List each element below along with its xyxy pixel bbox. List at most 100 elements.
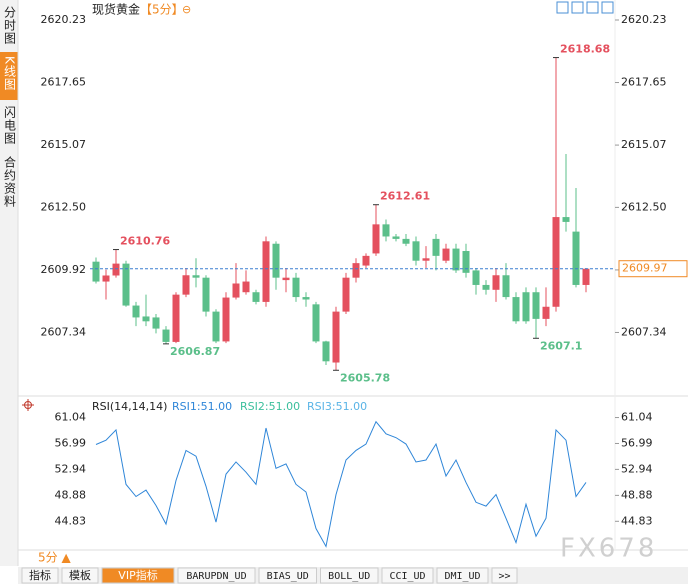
y-tick-label: 48.88: [55, 488, 87, 501]
candle-body: [192, 275, 200, 278]
tab[interactable]: [436, 567, 489, 584]
candle-body: [412, 241, 420, 261]
y-tick-label: 2620.23: [41, 13, 87, 26]
tab-label[interactable]: 指标: [29, 568, 51, 582]
candle-body: [292, 277, 300, 298]
last-price-box: [618, 260, 688, 278]
candle-body: [442, 248, 450, 261]
y-tick-label-right: 2615.07: [621, 138, 667, 151]
y-tick-label-right: 44.83: [621, 514, 653, 527]
tab-label[interactable]: DMI_UD: [444, 571, 480, 582]
rsi-icon[interactable]: [22, 399, 34, 411]
last-price-label: 2609.97: [622, 262, 668, 275]
tab-label[interactable]: 模板: [69, 568, 91, 582]
candle-body: [312, 304, 320, 342]
annotation-label: 2618.68: [560, 43, 610, 56]
y-tick-label-right: 2620.23: [621, 13, 667, 26]
annotation-label: 2612.61: [380, 190, 430, 203]
candle-body: [302, 297, 310, 300]
collapse-icon[interactable]: ⊖: [182, 3, 191, 16]
tool-button[interactable]: [571, 1, 584, 14]
candle-body: [522, 292, 530, 322]
candle-body: [222, 297, 230, 342]
candle-body: [92, 261, 100, 282]
candle-body: [102, 275, 110, 282]
y-tick-label: 2609.92: [41, 263, 87, 276]
candle-body: [532, 292, 540, 319]
candle-body: [562, 217, 570, 222]
candle-body: [462, 251, 470, 273]
candle-body: [552, 217, 560, 307]
annotation-label: 2610.76: [120, 235, 170, 248]
candle-body: [352, 263, 360, 278]
rsi-line: [95, 420, 587, 548]
sidebar: [0, 0, 18, 566]
toolbar: [556, 1, 614, 14]
watermark: FX678: [560, 534, 657, 564]
tab[interactable]: [491, 567, 518, 584]
candle-body: [432, 238, 440, 256]
y-tick-label-right: 56.99: [621, 436, 653, 449]
candle-body: [122, 263, 130, 306]
tab[interactable]: [177, 567, 256, 584]
legend-entry: RSI1:51.00: [172, 400, 232, 413]
candle-body: [272, 243, 280, 278]
candle-body: [212, 311, 220, 342]
y-tick-label-right: 48.88: [621, 488, 653, 501]
y-tick-label: 44.83: [55, 514, 87, 527]
y-tick-label-right: 2617.65: [621, 76, 667, 89]
indicator-title: RSI(14,14,14): [92, 400, 167, 413]
y-tick-label-right: 52.94: [621, 462, 653, 475]
annotation-label: 2606.87: [170, 345, 220, 358]
candle-body: [232, 283, 240, 298]
candle-body: [172, 294, 180, 342]
legend-entry: RSI2:51.00: [240, 400, 300, 413]
sidebar-tab[interactable]: 闪电图: [3, 106, 17, 145]
candle-body: [472, 270, 480, 285]
legend-entry: RSI3:51.00: [307, 400, 367, 413]
y-tick-label: 2607.34: [41, 325, 87, 338]
candle-body: [582, 268, 590, 285]
candle-body: [342, 277, 350, 312]
candle-body: [382, 224, 390, 237]
annotation-label: 2607.1: [540, 339, 582, 352]
y-tick-label: 61.04: [55, 411, 87, 424]
candle-body: [322, 341, 330, 362]
candle-body: [242, 281, 250, 293]
tab-label[interactable]: >>: [498, 571, 510, 582]
tab-label[interactable]: CCI_UD: [389, 571, 425, 582]
y-tick-label: 52.94: [55, 462, 87, 475]
tab-label[interactable]: BIAS_UD: [267, 571, 309, 582]
tab[interactable]: [258, 567, 317, 584]
tab[interactable]: [61, 567, 99, 584]
tab-label[interactable]: BARUPDN_UD: [186, 571, 246, 582]
y-tick-label: 2617.65: [41, 76, 87, 89]
candle-body: [402, 238, 410, 244]
tool-button[interactable]: [556, 1, 569, 14]
candle-body: [282, 277, 290, 281]
sidebar-tab[interactable]: 合约资料: [3, 155, 17, 208]
tab-label[interactable]: VIP指标: [118, 568, 157, 582]
candle-body: [262, 241, 270, 302]
sidebar-active: [0, 52, 18, 100]
y-tick-label: 2615.07: [41, 138, 87, 151]
tab[interactable]: [21, 567, 59, 584]
candle-body: [372, 224, 380, 254]
sidebar-tab[interactable]: K线图: [3, 56, 17, 91]
candle-body: [202, 277, 210, 312]
tab[interactable]: [320, 567, 379, 584]
candle-body: [542, 306, 550, 319]
tool-button[interactable]: [601, 1, 614, 14]
sidebar-tab[interactable]: 分时图: [3, 6, 17, 45]
candle-body: [492, 275, 500, 290]
tab[interactable]: [381, 567, 434, 584]
tool-button[interactable]: [586, 1, 599, 14]
candle-body: [572, 231, 580, 285]
tab[interactable]: [101, 567, 175, 584]
period-selector[interactable]: 5分 ▲: [38, 551, 71, 565]
candle-body: [182, 275, 190, 295]
candle-body: [152, 317, 160, 329]
tab-label[interactable]: BOLL_UD: [328, 571, 370, 582]
candle-body: [162, 329, 170, 342]
period-label: 【5分】: [140, 3, 184, 17]
